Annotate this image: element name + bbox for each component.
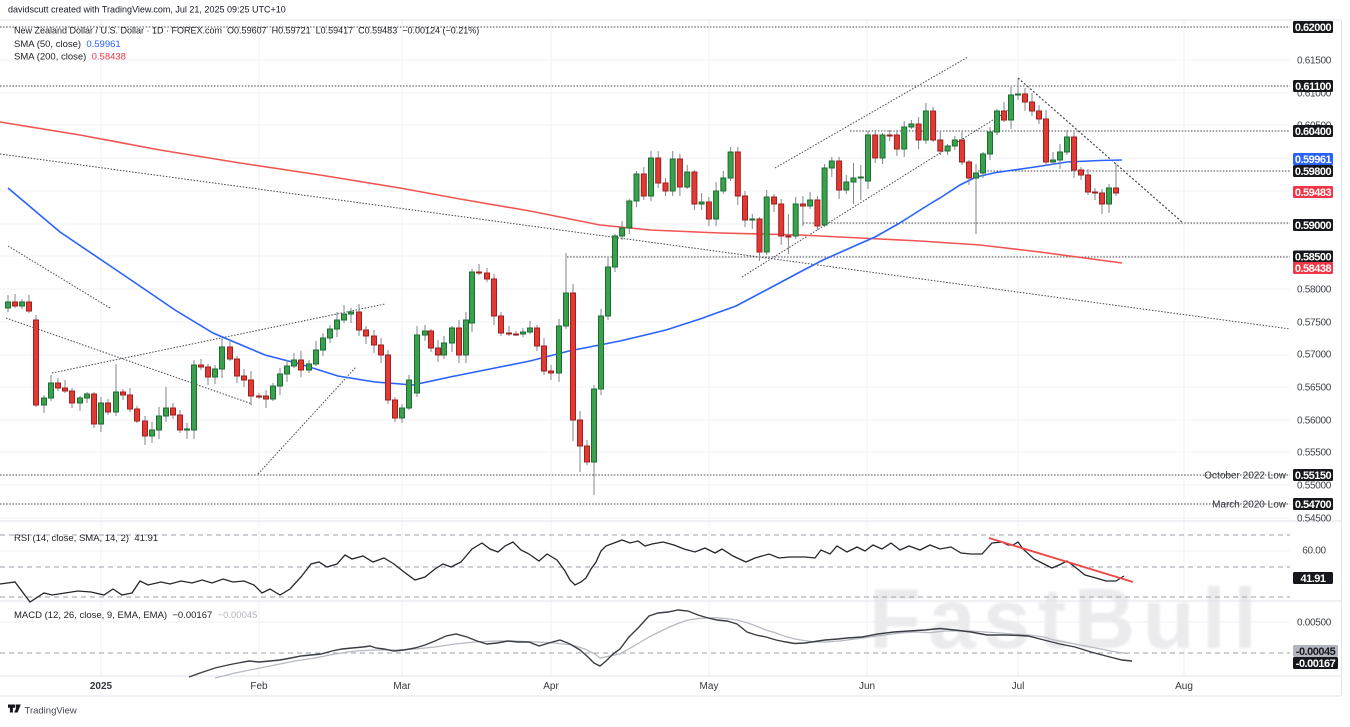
svg-text:0.62000: 0.62000: [1295, 22, 1332, 34]
svg-text:SMA (200, close) 0.58438: SMA (200, close) 0.58438: [14, 52, 126, 63]
svg-text:Aug: Aug: [1175, 681, 1193, 692]
svg-text:Apr: Apr: [543, 681, 559, 692]
svg-text:Feb: Feb: [250, 681, 268, 692]
svg-text:0.58438: 0.58438: [1295, 263, 1332, 275]
svg-text:TradingView: TradingView: [25, 706, 77, 717]
svg-text:60.00: 60.00: [1302, 546, 1326, 557]
svg-text:0.55500: 0.55500: [1297, 448, 1332, 459]
svg-text:RSI (14, close, SMA, 14, 2) 4: RSI (14, close, SMA, 14, 2) 41.91: [14, 533, 158, 544]
svg-text:0.57500: 0.57500: [1297, 318, 1332, 329]
svg-text:0.61100: 0.61100: [1295, 81, 1331, 93]
svg-text:0.58000: 0.58000: [1297, 285, 1332, 296]
svg-text:0.61500: 0.61500: [1297, 56, 1332, 67]
svg-text:0.00500: 0.00500: [1297, 618, 1332, 629]
svg-text:0.55150: 0.55150: [1295, 470, 1332, 482]
svg-text:0.59483: 0.59483: [1295, 187, 1332, 199]
svg-text:0.60400: 0.60400: [1295, 126, 1332, 138]
svg-text:Jul: Jul: [1012, 681, 1025, 692]
svg-text:SMA (50, close) 0.59961: SMA (50, close) 0.59961: [14, 39, 121, 50]
svg-text:davidscutt created with Tradin: davidscutt created with TradingView.com,…: [8, 5, 286, 15]
svg-text:0.59961: 0.59961: [1295, 154, 1332, 166]
svg-text:0.54700: 0.54700: [1295, 499, 1332, 511]
svg-text:0.56000: 0.56000: [1297, 416, 1332, 427]
svg-text:0.58500: 0.58500: [1295, 251, 1332, 263]
svg-text:0.55000: 0.55000: [1297, 481, 1332, 492]
svg-text:March 2020 Low: March 2020 Low: [1212, 500, 1287, 511]
svg-text:0.59800: 0.59800: [1295, 166, 1332, 178]
svg-text:October 2022 Low: October 2022 Low: [1204, 471, 1286, 482]
svg-text:New Zealand Dollar / U.S. Doll: New Zealand Dollar / U.S. Dollar · 1D · …: [14, 26, 479, 36]
svg-text:0.54500: 0.54500: [1297, 514, 1332, 525]
svg-text:0.57000: 0.57000: [1297, 350, 1332, 361]
svg-text:-0.00167: -0.00167: [1296, 658, 1336, 670]
svg-text:MACD (12, 26, close, 9, EMA, E: MACD (12, 26, close, 9, EMA, EMA) −0.001…: [14, 610, 257, 621]
svg-text:FastBull: FastBull: [869, 572, 1264, 667]
svg-text:0.56500: 0.56500: [1297, 383, 1332, 394]
svg-text:Jun: Jun: [859, 681, 875, 692]
svg-text:41.91: 41.91: [1300, 573, 1325, 585]
svg-text:0.59000: 0.59000: [1295, 220, 1332, 232]
svg-text:-0.00045: -0.00045: [1296, 646, 1336, 658]
svg-text:May: May: [700, 681, 719, 692]
svg-text:2025: 2025: [90, 681, 113, 692]
svg-text:0.61000: 0.61000: [1297, 89, 1332, 100]
svg-text:Mar: Mar: [393, 681, 411, 692]
